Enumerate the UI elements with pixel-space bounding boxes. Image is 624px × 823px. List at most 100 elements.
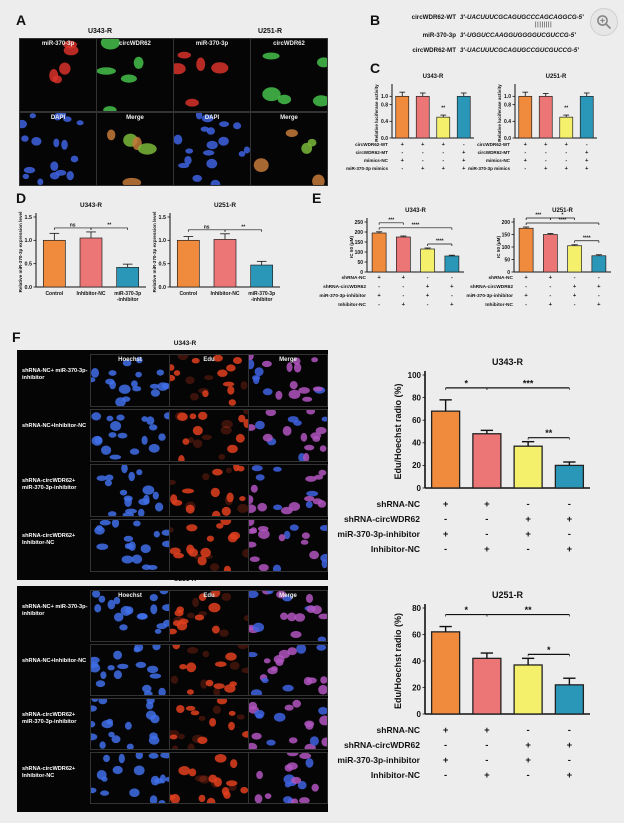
row-sign: + xyxy=(597,284,601,290)
micrograph-edu xyxy=(169,464,249,517)
bar xyxy=(567,245,582,273)
label-dapi: DAPI xyxy=(204,115,220,121)
row-sign: + xyxy=(401,142,405,148)
sig-label: *** xyxy=(535,213,541,219)
row-sign: + xyxy=(573,284,577,290)
sig-label: ** xyxy=(525,605,533,615)
bar xyxy=(396,236,411,273)
y-tick-label: 40 xyxy=(412,657,421,666)
chart-title: U343-R xyxy=(423,74,444,80)
y-axis-label: Edu/Hoechst radio (%) xyxy=(393,383,403,479)
x-tick-label: miR-370-3p xyxy=(114,291,141,297)
y-tick-label: 50 xyxy=(357,260,363,266)
seq-mt: 3'-UACUUUCGCAGUGCCGUCGUCCG-5' xyxy=(460,47,579,54)
row-sign: + xyxy=(484,725,490,736)
zoom-button[interactable] xyxy=(590,8,618,36)
sig-label: * xyxy=(547,645,551,655)
row-sign: - xyxy=(598,293,600,299)
x-tick-label: Inhibitor-NC xyxy=(211,291,240,297)
chart-title: U251-R xyxy=(552,208,573,214)
row-sign: + xyxy=(443,725,449,736)
y-tick-label: 0.0 xyxy=(25,285,33,291)
row-sign: + xyxy=(442,142,446,148)
row-label: Inhibitor-NC xyxy=(338,302,366,308)
row-label: circWDR62-MT xyxy=(356,150,389,155)
row-sign: + xyxy=(426,293,430,299)
micrograph-edu xyxy=(169,519,249,572)
panel-a-title-u343: U343-R xyxy=(87,28,113,35)
y-tick-label: 0.0 xyxy=(159,285,167,291)
row-sign: - xyxy=(549,284,551,290)
row-label: shRNA-NC+ miR-370-3p-inhibitor xyxy=(22,368,88,381)
row-sign: + xyxy=(462,150,466,156)
y-axis-label: Relative luciferase activity xyxy=(497,84,502,142)
row-sign: + xyxy=(525,529,531,540)
row-sign: - xyxy=(442,158,444,164)
row-sign: - xyxy=(401,150,403,156)
row-sign: + xyxy=(484,770,490,781)
y-tick-label: 0.0 xyxy=(381,136,388,142)
bar xyxy=(513,445,543,489)
row-sign: + xyxy=(585,166,589,172)
row-label: shRNA-circWDR62+ Inhibitor-NC xyxy=(22,533,76,546)
row-label: shRNA-circWDR62+ miR-370-3p-inhibitor xyxy=(22,478,77,491)
row-sign: + xyxy=(402,275,406,281)
label-circ: circWDR62 xyxy=(273,41,305,47)
row-label: miR-370-3p-inhibitor xyxy=(319,293,366,299)
row-label: Inhibitor-NC xyxy=(485,302,513,308)
micrograph-mergeF xyxy=(248,698,328,750)
y-tick-label: 0 xyxy=(507,270,510,276)
x-tick-label: Control xyxy=(179,291,197,297)
y-tick-label: 100 xyxy=(502,245,511,251)
col-label-hoechst: Hoechst xyxy=(118,593,142,599)
sig-label: ** xyxy=(107,222,111,228)
micrograph-edu xyxy=(169,644,249,696)
row-sign: - xyxy=(422,158,424,164)
label-mir: miR-370-3p xyxy=(41,41,75,47)
x-tick-label: Control xyxy=(45,291,63,297)
row-sign: + xyxy=(524,275,528,281)
row-label: circWDR62-MT xyxy=(478,150,511,155)
y-tick-label: 80 xyxy=(412,393,421,402)
row-sign: - xyxy=(485,529,488,540)
x-tick-label: -inhibitor xyxy=(251,297,273,303)
bar xyxy=(554,464,585,489)
bar xyxy=(554,684,585,715)
row-label: shRNA-NC+ miR-370-3p-inhibitor xyxy=(22,604,88,617)
row-sign: + xyxy=(525,514,531,525)
bar xyxy=(518,227,534,273)
panel-a-title-u251: U251-R xyxy=(257,28,283,35)
row-label: Inhibitor-NC xyxy=(371,770,420,780)
micrograph-hoechst xyxy=(90,644,170,696)
sig-label: **** xyxy=(436,239,444,245)
row-label: shRNA-circWDR62 xyxy=(470,284,513,290)
row-sign: - xyxy=(574,275,576,281)
col-label-hoechst: Hoechst xyxy=(118,357,142,363)
row-sign: - xyxy=(568,755,571,766)
row-sign: + xyxy=(377,293,381,299)
micrograph-hoechst: Hoechst xyxy=(90,590,170,642)
row-label: shRNA-NC xyxy=(377,725,420,735)
bar xyxy=(415,95,430,139)
row-sign: + xyxy=(585,150,589,156)
sig-label: ** xyxy=(441,106,445,112)
micrograph-green: circWDR62 xyxy=(96,38,174,112)
micrograph-edu: Edu xyxy=(169,354,249,407)
row-sign: + xyxy=(377,275,381,281)
row-label: miR-370-3p-inhibitor xyxy=(466,293,513,299)
row-sign: - xyxy=(451,275,453,281)
micrograph-edu xyxy=(169,698,249,750)
row-sign: + xyxy=(549,302,553,308)
micrograph-hoechst xyxy=(90,519,170,572)
seq-name-mt: circWDR62-MT xyxy=(412,47,456,54)
row-sign: + xyxy=(567,770,573,781)
sig-label: **** xyxy=(559,218,567,224)
row-sign: + xyxy=(525,740,531,751)
row-sign: + xyxy=(462,166,466,172)
row-label: miR-370-3p-inhibitor xyxy=(337,755,420,765)
row-sign: - xyxy=(442,150,444,156)
row-label: shRNA-circWDR62 xyxy=(323,284,366,290)
row-sign: - xyxy=(527,770,530,781)
y-tick-label: 0.4 xyxy=(381,119,388,125)
y-tick-label: 1.0 xyxy=(504,94,511,100)
